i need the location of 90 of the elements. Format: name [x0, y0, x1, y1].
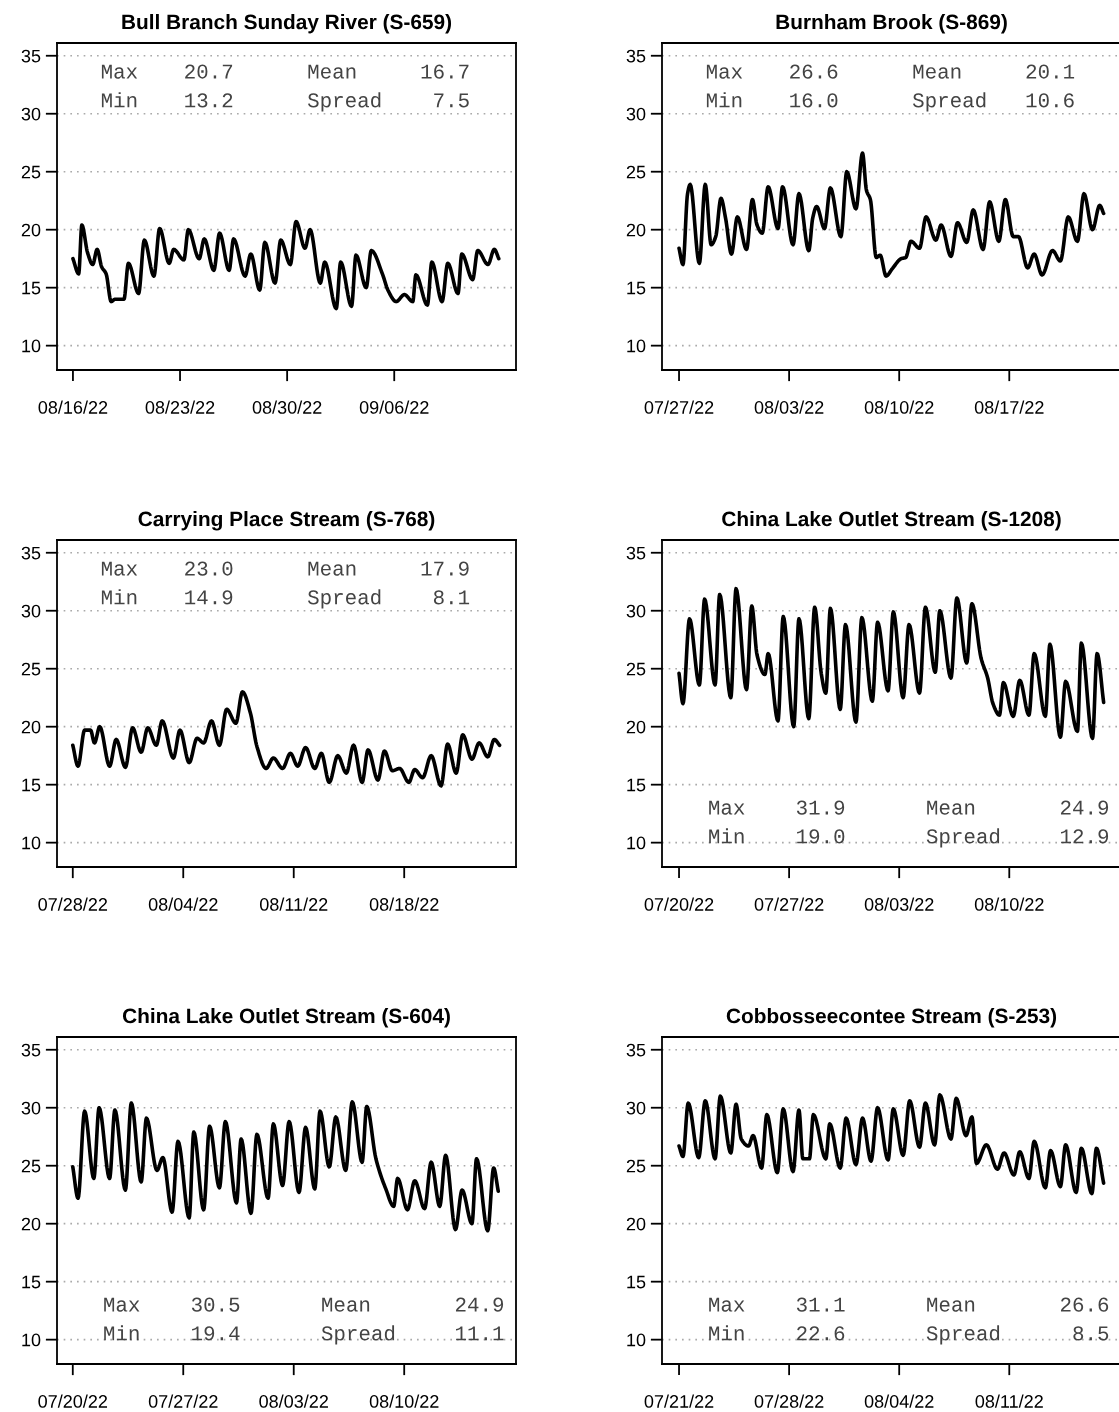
y-tick-label: 10 — [627, 339, 646, 353]
x-tick-label: 08/30/22 — [252, 400, 322, 414]
x-tick-label: 08/04/22 — [148, 897, 218, 911]
y-tick-label: 30 — [21, 1101, 41, 1115]
x-tick-label: 07/28/22 — [38, 897, 108, 911]
y-tick-label: 10 — [22, 836, 41, 850]
text: Spread 11.1 — [321, 1325, 504, 1345]
y-tick-label: 25 — [626, 662, 646, 676]
text: Max 26.6 — [706, 64, 838, 79]
y-tick-label: 20 — [21, 223, 41, 237]
text: Mean 17.9 — [308, 561, 469, 576]
text: Min 13.2 — [101, 92, 233, 108]
y-tick-label: 35 — [626, 49, 646, 63]
y-tick-label: 15 — [22, 1275, 41, 1289]
text: Min 19.4 — [104, 1325, 240, 1341]
text: Min 19.0 — [709, 828, 845, 844]
y-tick-label: 20 — [626, 720, 646, 734]
text: Max 31.1 — [709, 1297, 845, 1312]
text: Max 23.0 — [101, 561, 233, 576]
y-tick-label: 35 — [626, 546, 646, 560]
y-tick-label: 15 — [627, 778, 646, 792]
y-tick-label: 30 — [21, 604, 41, 618]
y-tick-label: 30 — [626, 604, 646, 618]
text: Spread 7.5 — [307, 92, 469, 112]
y-tick-label: 20 — [626, 1217, 646, 1231]
x-tick-label: 07/28/22 — [754, 1394, 824, 1408]
y-tick-label: 20 — [21, 1217, 41, 1231]
chart-title: Bull Branch Sunday River (S-659) — [122, 14, 452, 34]
y-tick-label: 35 — [21, 49, 41, 63]
text: Mean 24.9 — [927, 800, 1109, 815]
x-tick-label: 08/11/22 — [259, 897, 328, 911]
x-tick-label: 07/20/22 — [38, 1394, 108, 1408]
x-tick-label: 08/03/22 — [864, 897, 934, 911]
y-tick-label: 25 — [21, 1159, 41, 1173]
y-tick-label: 15 — [627, 1275, 646, 1289]
x-tick-label: 08/17/22 — [974, 400, 1044, 414]
y-tick-label: 35 — [21, 546, 41, 560]
y-tick-label: 10 — [627, 836, 646, 850]
text: Mean 24.9 — [322, 1297, 504, 1312]
y-tick-label: 15 — [22, 281, 41, 295]
y-tick-label: 35 — [626, 1043, 646, 1057]
y-tick-label: 35 — [21, 1043, 41, 1057]
chart-title: China Lake Outlet Stream (S-1208) — [722, 511, 1061, 531]
y-tick-label: 25 — [21, 165, 41, 179]
y-tick-label: 25 — [626, 165, 646, 179]
chart-title: Burnham Brook (S-869) — [776, 14, 1007, 34]
text: Min 22.6 — [709, 1325, 845, 1341]
text: Mean 16.7 — [308, 64, 469, 79]
y-tick-label: 30 — [21, 107, 41, 121]
x-tick-label: 08/10/22 — [369, 1394, 439, 1408]
y-tick-label: 30 — [626, 107, 646, 121]
x-tick-label: 07/21/22 — [644, 1394, 714, 1408]
x-tick-label: 08/16/22 — [38, 400, 108, 414]
x-tick-label: 07/27/22 — [148, 1394, 218, 1408]
y-tick-label: 30 — [626, 1101, 646, 1115]
y-tick-label: 15 — [627, 281, 646, 295]
x-tick-label: 07/27/22 — [754, 897, 824, 911]
y-tick-label: 15 — [22, 778, 41, 792]
x-tick-label: 07/20/22 — [644, 897, 714, 911]
y-tick-label: 25 — [21, 662, 41, 676]
chart-title: Carrying Place Stream (S-768) — [138, 511, 435, 531]
text: Max 30.5 — [104, 1297, 240, 1312]
x-tick-label: 07/27/22 — [644, 400, 714, 414]
y-tick-label: 25 — [626, 1159, 646, 1173]
text: Spread 8.5 — [926, 1325, 1109, 1345]
x-tick-label: 08/10/22 — [864, 400, 934, 414]
text: Min 14.9 — [101, 589, 233, 605]
chart-title: Cobbosseecontee Stream (S-253) — [726, 1008, 1057, 1028]
text: Spread 12.9 — [926, 828, 1109, 848]
x-tick-label: 08/04/22 — [864, 1394, 934, 1408]
text: Min 16.0 — [706, 92, 838, 108]
text: Max 20.7 — [101, 64, 233, 79]
y-tick-label: 20 — [626, 223, 646, 237]
x-tick-label: 08/10/22 — [974, 897, 1044, 911]
y-tick-label: 20 — [21, 720, 41, 734]
x-tick-label: 08/11/22 — [975, 1394, 1043, 1408]
x-tick-label: 09/06/22 — [359, 400, 429, 414]
x-tick-label: 08/23/22 — [145, 400, 215, 414]
x-tick-label: 08/03/22 — [754, 400, 824, 414]
text: Mean 20.1 — [913, 64, 1075, 79]
y-tick-label: 10 — [22, 339, 41, 353]
chart-title: China Lake Outlet Stream (S-604) — [122, 1008, 450, 1028]
text: Spread 10.6 — [912, 92, 1074, 112]
text: Spread 8.1 — [307, 589, 470, 609]
x-tick-label: 08/03/22 — [259, 1394, 328, 1408]
text: Mean 26.6 — [927, 1297, 1109, 1312]
y-tick-label: 10 — [627, 1333, 646, 1347]
y-tick-label: 10 — [22, 1333, 41, 1347]
x-tick-label: 08/18/22 — [369, 897, 439, 911]
text: Max 31.9 — [709, 800, 845, 815]
